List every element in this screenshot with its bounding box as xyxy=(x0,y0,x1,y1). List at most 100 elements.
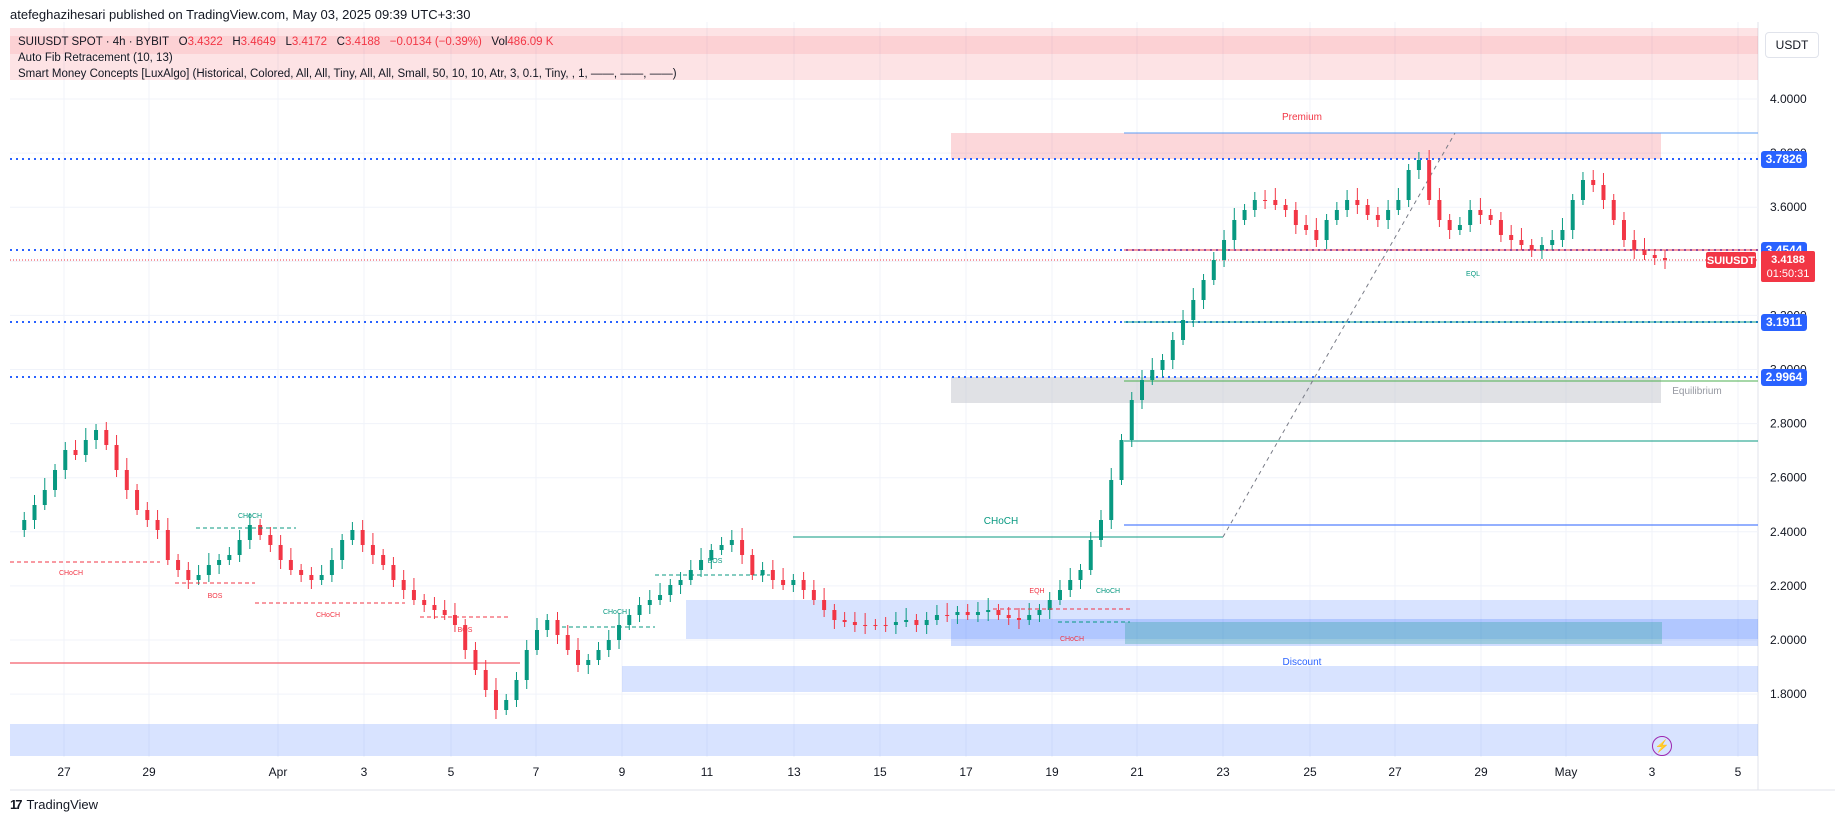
candle-body xyxy=(1611,200,1616,220)
lightning-icon[interactable]: ⚡ xyxy=(1652,736,1672,756)
candle-body xyxy=(586,660,591,665)
structure-label: CHoCH xyxy=(238,513,262,520)
candle-body xyxy=(1560,230,1565,240)
candle-body xyxy=(53,470,58,490)
candle-body xyxy=(863,625,868,626)
current-price-countdown: 01:50:31 xyxy=(1767,268,1810,280)
current-price-tag xyxy=(1761,251,1815,282)
structure-label: CHoCH xyxy=(1060,636,1084,643)
symbol-label: SUIUSDT SPOT · 4h · BYBIT xyxy=(18,36,170,48)
candle-body xyxy=(237,540,242,555)
candle-body xyxy=(1663,258,1667,260)
x-tick-label: 25 xyxy=(1303,765,1317,779)
price-axis: 4.00003.80003.60003.40003.20003.00002.80… xyxy=(1706,92,1815,701)
candle-body xyxy=(945,615,950,616)
candle-body xyxy=(1263,200,1268,201)
indicator-smc-legend[interactable]: Smart Money Concepts [LuxAlgo] (Historic… xyxy=(18,68,677,80)
candle-body xyxy=(1519,240,1524,245)
candle-body xyxy=(1652,255,1657,258)
symbol-tag xyxy=(1706,252,1756,268)
candle-body xyxy=(1334,210,1339,220)
candle-body xyxy=(760,570,765,575)
time-axis: 27 29 Apr 3 5 7 9 11 13 15 17 19 21 23 25 27 29 May 3 5 xyxy=(57,765,1741,779)
candle-body xyxy=(1570,200,1575,230)
candle-body xyxy=(114,445,119,470)
premium-label: Premium xyxy=(1282,112,1322,123)
candle-body xyxy=(1457,225,1462,230)
candle-body xyxy=(1365,205,1370,215)
candle-body xyxy=(883,625,888,626)
current-price-value: 3.4188 xyxy=(1771,254,1805,266)
candle-body xyxy=(319,575,324,580)
candle-body xyxy=(186,570,191,580)
volume-label: Vol xyxy=(491,36,508,48)
tradingview-logo-icon: 17 xyxy=(10,797,23,812)
candle-body xyxy=(145,510,150,520)
candle-body xyxy=(1191,300,1196,320)
candle-body xyxy=(42,490,47,505)
candle-body xyxy=(1642,250,1647,255)
premium-zone xyxy=(951,133,1661,159)
candle-body xyxy=(770,570,775,580)
candle-body xyxy=(1232,220,1237,240)
structure-label: CHoCH xyxy=(603,609,627,616)
candle-body xyxy=(1201,280,1206,300)
x-tick-label: 7 xyxy=(533,765,540,779)
candle-body xyxy=(1242,210,1247,220)
candle-body xyxy=(258,525,263,535)
candle-body xyxy=(545,620,550,630)
fib-price-tag xyxy=(1761,151,1807,168)
candle-body xyxy=(1314,230,1319,240)
candle-body xyxy=(1468,210,1473,225)
candle-body xyxy=(852,622,857,625)
high-label: H xyxy=(232,36,241,48)
y-tick-label: 2.6000 xyxy=(1770,471,1807,485)
order-block-2 xyxy=(951,619,1758,646)
candle-body xyxy=(340,540,345,560)
ohlc-legend: SUIUSDT SPOT · 4h · BYBIT O3.4322 H3.464… xyxy=(18,36,553,48)
structure-label: BOS xyxy=(208,593,223,600)
candle-body xyxy=(1047,600,1052,610)
candle-body xyxy=(524,650,529,680)
currency-button[interactable]: USDT xyxy=(1765,32,1819,58)
candle-body xyxy=(1283,205,1288,210)
candle-body xyxy=(1529,245,1534,250)
candle-body xyxy=(606,640,611,650)
candle-body xyxy=(1498,220,1503,235)
x-tick-label: 3 xyxy=(1649,765,1656,779)
candle-body xyxy=(1416,160,1421,170)
discount-zone xyxy=(622,666,1758,692)
candle-body xyxy=(309,575,314,580)
candle-body xyxy=(493,690,498,710)
y-tick-label: 2.4000 xyxy=(1770,525,1807,539)
x-tick-label: 27 xyxy=(1388,765,1402,779)
candle-body xyxy=(1027,615,1032,620)
candle-body xyxy=(1273,200,1278,205)
candle-body xyxy=(811,590,816,600)
structure-labels: Premium Equilibrium Discount CHoCH CHoCH BOS C… xyxy=(10,112,1722,668)
candle-body xyxy=(268,535,273,545)
candle-body xyxy=(370,545,375,555)
open-value: 3.4322 xyxy=(187,36,223,48)
candle-body xyxy=(83,440,88,455)
candle-body xyxy=(1037,610,1042,615)
candle-body xyxy=(914,620,919,625)
candle-body xyxy=(647,600,652,605)
x-tick-label: 29 xyxy=(1474,765,1488,779)
candle-body xyxy=(832,610,837,620)
candle-body xyxy=(658,595,663,600)
candle-body xyxy=(1601,185,1606,200)
volume-value: 486.09 K xyxy=(507,36,554,48)
candle-body xyxy=(473,650,478,670)
x-tick-label: 19 xyxy=(1045,765,1059,779)
y-tick-label: 2.2000 xyxy=(1770,579,1807,593)
tradingview-brand[interactable]: 17 TradingView xyxy=(10,797,98,812)
candle-body xyxy=(1478,210,1483,215)
indicator-fib-legend[interactable]: Auto Fib Retracement (10, 13) xyxy=(18,52,173,64)
candle-body xyxy=(1098,520,1103,540)
candle-body xyxy=(1068,580,1073,590)
candle-body xyxy=(1252,200,1257,210)
candle-body xyxy=(637,605,642,615)
candle-body xyxy=(1539,245,1544,250)
